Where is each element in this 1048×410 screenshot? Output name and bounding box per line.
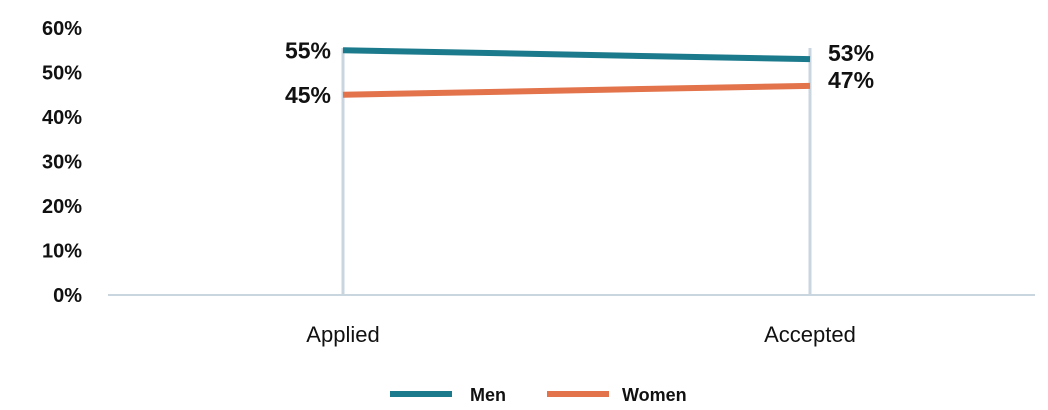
y-tick-label: 0% [53, 285, 82, 307]
data-labels: 55% 53% 45% 47% [285, 37, 874, 108]
series-line-men [342, 47, 811, 63]
category-gridlines [341, 48, 812, 295]
x-tick-label: Accepted [764, 322, 856, 347]
y-axis-ticks: 0% 10% 20% 30% 40% 50% 60% [42, 18, 82, 307]
legend-label-women: Women [622, 385, 687, 405]
legend: Men Women [390, 385, 687, 405]
y-tick-label: 60% [42, 18, 82, 40]
series-lines [342, 47, 811, 98]
data-label-men-accepted: 53% [828, 40, 874, 66]
x-axis-labels: Applied Accepted [306, 322, 856, 347]
y-tick-label: 30% [42, 152, 82, 174]
y-tick-label: 10% [42, 241, 82, 263]
y-tick-label: 20% [42, 196, 82, 218]
y-tick-label: 50% [42, 63, 82, 85]
x-tick-label: Applied [306, 322, 379, 347]
data-label-women-applied: 45% [285, 82, 331, 108]
legend-label-men: Men [470, 385, 506, 405]
data-label-men-applied: 55% [285, 37, 331, 63]
series-line-women [342, 82, 811, 98]
data-label-women-accepted: 47% [828, 67, 874, 93]
y-tick-label: 40% [42, 107, 82, 129]
